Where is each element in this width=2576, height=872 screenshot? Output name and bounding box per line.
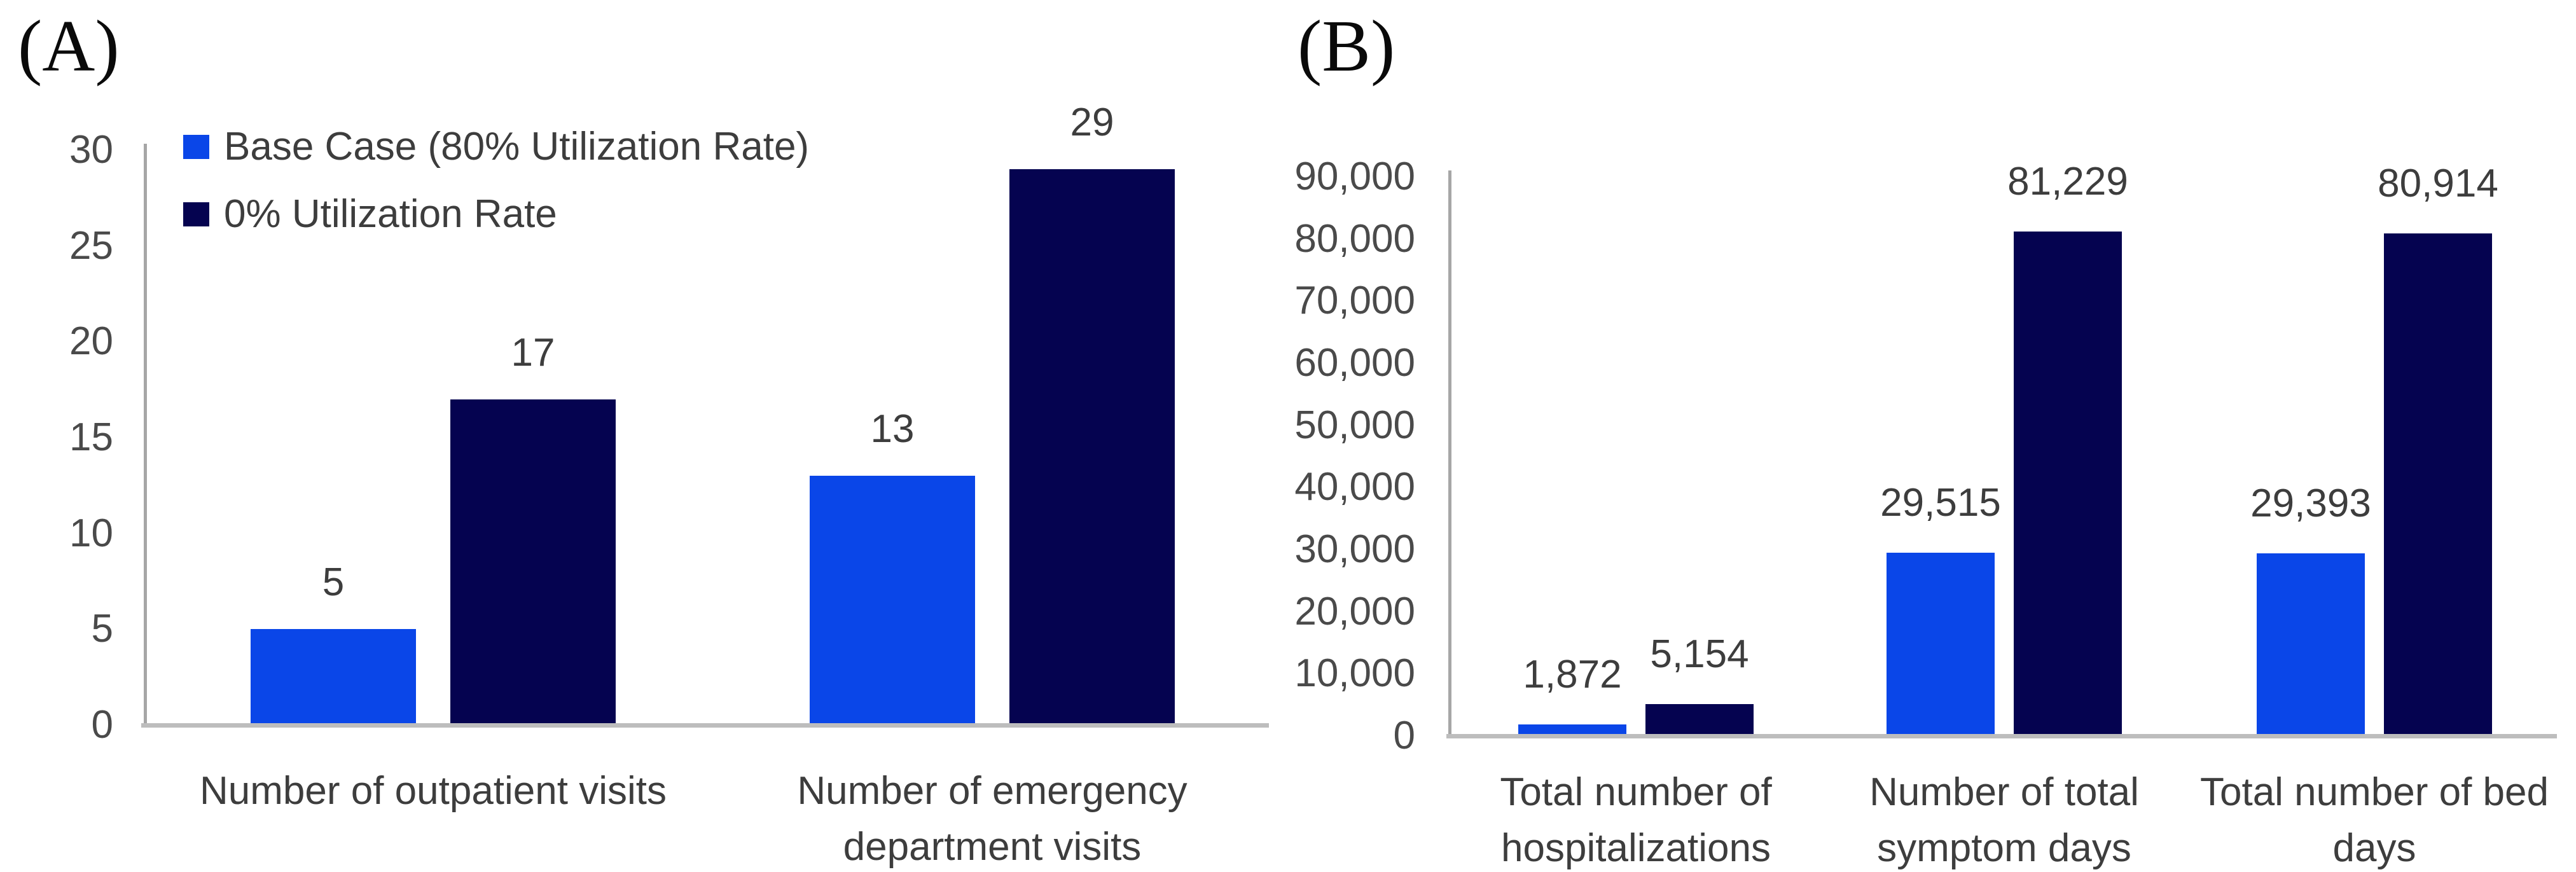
- y-axis-tick-label: 30: [69, 128, 113, 172]
- y-axis-tick-label: 20: [69, 319, 113, 364]
- y-axis-tick-label: 5: [91, 607, 113, 651]
- bar-value-label: 1,872: [1523, 653, 1622, 696]
- bar-zero-utilization: [450, 399, 616, 725]
- x-axis-category-label: Number of emergency department visits: [731, 763, 1253, 872]
- x-axis-category-label-line: symptom days: [1877, 826, 2131, 870]
- bar-value-label: 5,154: [1650, 632, 1749, 676]
- legend-swatch-base-case: [183, 135, 209, 159]
- legend-label: 0% Utilization Rate: [224, 192, 557, 236]
- bar-base-case: [2257, 553, 2365, 736]
- y-axis-tick-label: 60,000: [1294, 341, 1415, 385]
- bar-base-case: [1518, 724, 1626, 736]
- x-axis-baseline: [1446, 734, 2557, 738]
- x-axis-category-label: Total number of hospitalizations: [1445, 765, 1827, 872]
- y-axis-tick-label: 80,000: [1294, 216, 1415, 261]
- x-axis-category-label-line: days: [2332, 826, 2416, 870]
- bar-base-case: [810, 476, 975, 725]
- x-axis-category-label-line: hospitalizations: [1501, 826, 1771, 870]
- y-axis-tick-label: 40,000: [1294, 465, 1415, 509]
- bar-value-label: 29,393: [2250, 481, 2371, 525]
- y-axis-tick-label: 70,000: [1294, 279, 1415, 323]
- y-axis-line: [144, 144, 147, 728]
- panel-b-label: (B): [1298, 6, 1395, 87]
- bar-value-label: 17: [511, 331, 555, 375]
- legend-label: Base Case (80% Utilization Rate): [224, 125, 810, 169]
- y-axis-tick-label: 50,000: [1294, 403, 1415, 447]
- x-axis-category-label-line: department visits: [843, 825, 1142, 869]
- bar-value-label: 13: [870, 407, 915, 451]
- y-axis-tick-label: 90,000: [1294, 155, 1415, 198]
- y-axis-tick-label: 20,000: [1294, 589, 1415, 633]
- bar-zero-utilization: [2014, 232, 2122, 736]
- y-axis-tick-label: 15: [69, 415, 113, 459]
- x-axis-category-label-line: Total number of: [1500, 770, 1772, 814]
- bar-value-label: 29,515: [1880, 481, 2001, 525]
- bar-zero-utilization: [1645, 704, 1754, 736]
- bar-zero-utilization: [1009, 169, 1175, 725]
- x-axis-category-label-line: Number of emergency: [797, 769, 1188, 813]
- x-axis-category-label: Total number of bed days: [2184, 765, 2565, 872]
- bar-zero-utilization: [2384, 233, 2492, 736]
- bar-value-label: 80,914: [2378, 162, 2498, 205]
- y-axis-tick-label: 25: [69, 223, 113, 268]
- y-axis-tick-label: 0: [91, 703, 113, 747]
- y-axis-tick-label: 10,000: [1294, 651, 1415, 696]
- panel-a-label: (A): [18, 6, 120, 87]
- x-axis-category-label: Number of total symptom days: [1813, 765, 2195, 872]
- y-axis-tick-label: 30,000: [1294, 527, 1415, 571]
- x-axis-category-label-line: Number of total: [1869, 770, 2139, 814]
- x-axis-category-label-line: Total number of bed: [2199, 770, 2549, 814]
- x-axis-category-label-line: Number of outpatient visits: [199, 769, 667, 813]
- bar-value-label: 5: [322, 560, 345, 604]
- x-axis-baseline: [141, 723, 1269, 728]
- y-axis-tick-label: 0: [1393, 714, 1415, 758]
- bar-base-case: [251, 629, 416, 725]
- bar-value-label: 29: [1070, 100, 1114, 144]
- bar-value-label: 81,229: [2007, 160, 2128, 204]
- y-axis-tick-label: 10: [69, 511, 113, 555]
- y-axis-line: [1448, 170, 1451, 738]
- x-axis-category-label: Number of outpatient visits: [172, 763, 694, 819]
- bar-base-case: [1887, 553, 1995, 736]
- legend-swatch-zero-utilization: [183, 202, 209, 226]
